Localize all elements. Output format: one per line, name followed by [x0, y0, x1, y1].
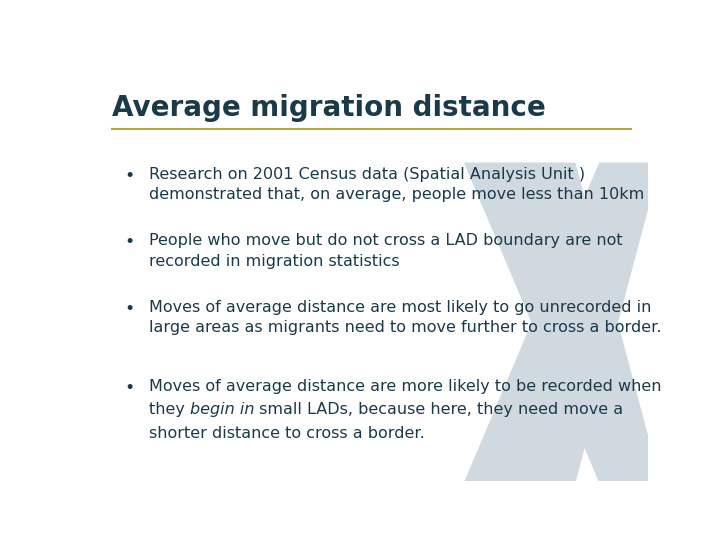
Text: Average migration distance: Average migration distance — [112, 94, 546, 122]
Text: Moves of average distance are more likely to be recorded when: Moves of average distance are more likel… — [148, 379, 661, 394]
Text: shorter distance to cross a border.: shorter distance to cross a border. — [148, 426, 424, 441]
Text: they: they — [148, 402, 189, 417]
Polygon shape — [464, 163, 660, 483]
Polygon shape — [464, 163, 660, 483]
Text: •: • — [124, 379, 134, 397]
Text: People who move but do not cross a LAD boundary are not
recorded in migration st: People who move but do not cross a LAD b… — [148, 233, 622, 268]
Text: •: • — [124, 300, 134, 318]
Text: small LADs, because here, they need move a: small LADs, because here, they need move… — [254, 402, 624, 417]
Text: Research on 2001 Census data (Spatial Analysis Unit )
demonstrated that, on aver: Research on 2001 Census data (Spatial An… — [148, 167, 644, 202]
Text: begin in: begin in — [189, 402, 254, 417]
Text: •: • — [124, 167, 134, 185]
Text: •: • — [124, 233, 134, 251]
Text: Moves of average distance are most likely to go unrecorded in
large areas as mig: Moves of average distance are most likel… — [148, 300, 661, 335]
